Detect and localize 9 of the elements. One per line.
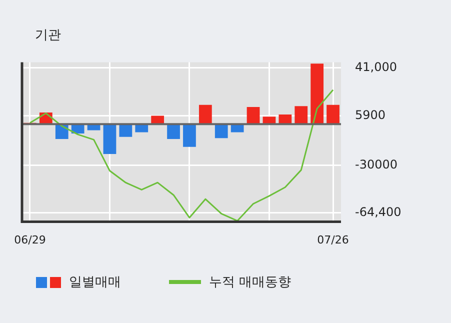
y-tick-label: -64,400 — [355, 204, 402, 219]
y-tick-label: -30000 — [355, 158, 398, 172]
legend-label: 일별매매 — [69, 274, 121, 291]
chart-title: 기관 — [35, 27, 61, 44]
x-tick-label: 07/26 — [317, 233, 349, 246]
x-tick-label: 06/29 — [14, 233, 46, 246]
y-tick-label: 41,000 — [355, 60, 397, 74]
legend-label: 누적 매매동향 — [209, 274, 292, 291]
y-tick-label: 5900 — [355, 108, 386, 122]
